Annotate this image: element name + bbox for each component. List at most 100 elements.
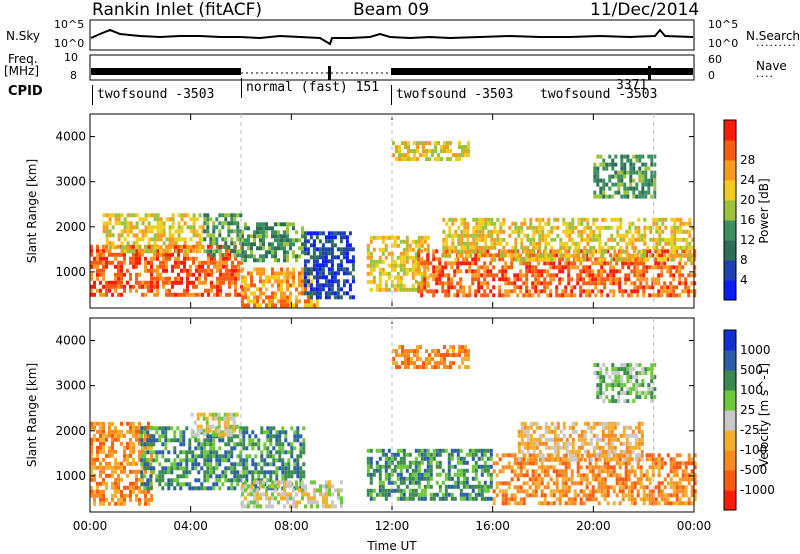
heatmap-cell bbox=[149, 474, 153, 479]
heatmap-cell bbox=[262, 480, 265, 485]
heatmap-cell bbox=[637, 233, 641, 238]
heatmap-cell bbox=[152, 450, 156, 455]
heatmap-cell bbox=[573, 453, 577, 458]
heatmap-cell bbox=[241, 250, 244, 255]
heatmap-cell bbox=[372, 259, 376, 264]
heatmap-cell bbox=[404, 141, 407, 146]
heatmap-cell bbox=[177, 292, 180, 297]
heatmap-cell bbox=[438, 261, 442, 266]
heatmap-cell bbox=[492, 497, 496, 502]
heatmap-cell bbox=[682, 237, 686, 242]
heatmap-cell bbox=[597, 261, 601, 266]
heatmap-cell bbox=[253, 480, 256, 485]
heatmap-cell bbox=[141, 237, 145, 242]
heatmap-cell bbox=[623, 186, 627, 191]
heatmap-cell bbox=[420, 243, 424, 248]
heatmap-cell bbox=[618, 485, 622, 490]
heatmap-cell bbox=[158, 478, 162, 483]
heatmap-cell bbox=[393, 468, 397, 473]
heatmap-cell bbox=[547, 453, 551, 458]
heatmap-cell bbox=[156, 256, 159, 261]
heatmap-cell bbox=[562, 241, 566, 246]
heatmap-cell bbox=[221, 253, 225, 258]
heatmap-cell bbox=[189, 272, 192, 277]
heatmap-cell bbox=[636, 269, 640, 274]
heatmap-cell bbox=[478, 233, 482, 238]
heatmap-cell bbox=[650, 170, 654, 175]
heatmap-cell bbox=[192, 256, 195, 261]
heatmap-cell bbox=[129, 449, 132, 454]
heatmap-cell bbox=[567, 477, 571, 482]
heatmap-cell bbox=[684, 493, 688, 498]
heatmap-cell bbox=[193, 420, 197, 425]
heatmap-cell bbox=[266, 450, 270, 455]
heatmap-cell bbox=[672, 293, 676, 298]
heatmap-cell bbox=[120, 465, 123, 470]
heatmap-cell bbox=[597, 465, 601, 470]
heatmap-cell bbox=[333, 231, 337, 236]
heatmap-cell bbox=[455, 157, 458, 162]
heatmap-cell bbox=[489, 496, 493, 501]
heatmap-cell bbox=[102, 272, 105, 277]
heatmap-cell bbox=[283, 222, 286, 227]
heatmap-cell bbox=[410, 361, 413, 366]
heatmap-cell bbox=[212, 466, 216, 471]
heatmap-cell bbox=[407, 357, 410, 362]
heatmap-cell bbox=[504, 489, 508, 494]
heatmap-cell bbox=[654, 501, 658, 506]
heatmap-cell bbox=[451, 237, 455, 242]
heatmap-cell bbox=[114, 457, 117, 462]
heatmap-cell bbox=[588, 293, 592, 298]
heatmap-cell bbox=[306, 291, 310, 296]
heatmap-cell bbox=[150, 260, 153, 265]
heatmap-cell bbox=[402, 456, 406, 461]
heatmap-cell bbox=[281, 446, 285, 451]
heatmap-cell bbox=[289, 275, 292, 280]
heatmap-cell bbox=[693, 461, 697, 466]
heatmap-cell bbox=[254, 470, 258, 475]
heatmap-cell bbox=[648, 457, 652, 462]
heatmap-cell bbox=[295, 238, 298, 243]
freq-panel bbox=[89, 54, 695, 81]
heatmap-cell bbox=[141, 249, 145, 254]
heatmap-cell bbox=[141, 477, 144, 482]
heatmap-cell bbox=[448, 225, 452, 230]
heatmap-cell bbox=[202, 428, 206, 433]
heatmap-cell bbox=[441, 265, 445, 270]
heatmap-cell bbox=[481, 229, 485, 234]
heatmap-cell bbox=[315, 295, 319, 300]
heatmap-cell bbox=[253, 291, 256, 296]
heatmap-cell bbox=[293, 462, 297, 467]
heatmap-cell bbox=[195, 292, 198, 297]
heatmap-cell bbox=[413, 141, 416, 146]
heatmap-cell bbox=[296, 466, 300, 471]
heatmap-cell bbox=[135, 245, 139, 250]
heatmap-cell bbox=[411, 480, 415, 485]
heatmap-cell bbox=[688, 221, 692, 226]
heatmap-cell bbox=[259, 492, 262, 497]
heatmap-cell bbox=[215, 237, 219, 242]
heatmap-cell bbox=[425, 365, 428, 370]
heatmap-cell bbox=[90, 493, 93, 498]
heatmap-cell bbox=[608, 154, 612, 159]
heatmap-cell bbox=[544, 249, 548, 254]
heatmap-cell bbox=[399, 456, 403, 461]
heatmap-cell bbox=[271, 267, 274, 272]
heatmap-cell bbox=[585, 253, 589, 258]
heatmap-cell bbox=[301, 488, 304, 493]
heatmap-cell bbox=[180, 268, 183, 273]
heatmap-cell bbox=[547, 233, 551, 238]
heatmap-cell bbox=[328, 504, 331, 509]
heatmap-cell bbox=[454, 229, 458, 234]
heatmap-cell bbox=[407, 361, 410, 366]
heatmap-cell bbox=[420, 239, 424, 244]
heatmap-cell bbox=[226, 412, 230, 417]
heatmap-cell bbox=[268, 303, 271, 308]
heatmap-cell bbox=[224, 454, 228, 459]
heatmap-cell bbox=[576, 277, 580, 282]
heatmap-cell bbox=[486, 281, 490, 286]
heatmap-cell bbox=[438, 265, 442, 270]
heatmap-cell bbox=[642, 269, 646, 274]
heatmap-cell bbox=[443, 365, 446, 370]
heatmap-cell bbox=[170, 462, 174, 467]
